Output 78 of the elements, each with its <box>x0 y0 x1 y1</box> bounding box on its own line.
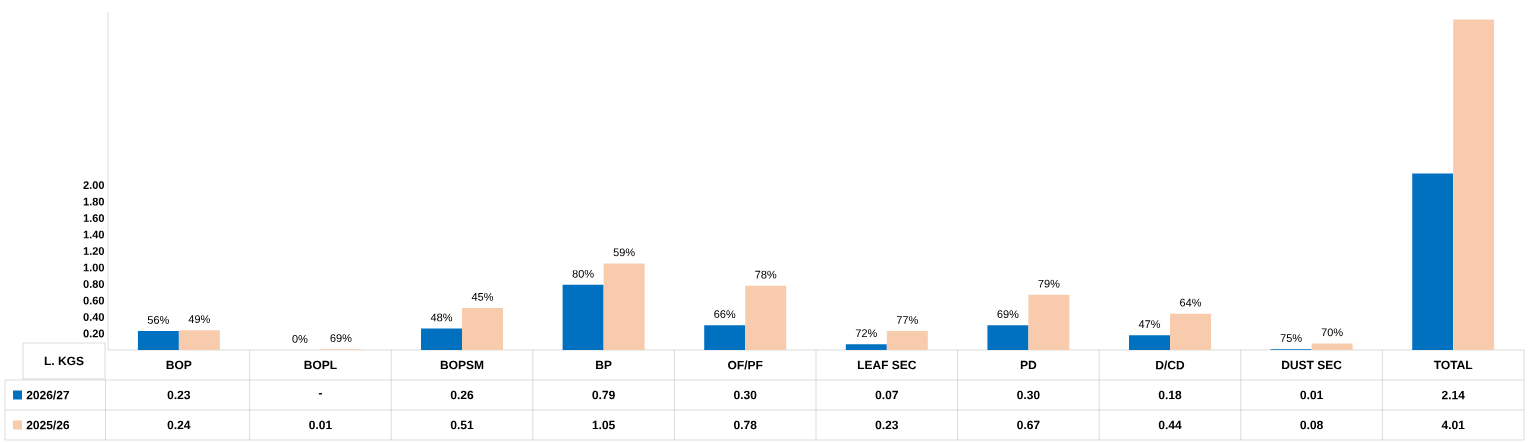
annotation: 47% <box>1138 320 1161 328</box>
y-tick-label: 1.20 <box>83 247 105 255</box>
y-tick-label: 0.60 <box>83 296 105 305</box>
bar <box>137 331 179 350</box>
y-tick-label: 1.60 <box>83 214 105 222</box>
data-label: 0.67 <box>1017 420 1040 430</box>
data-label: 0.30 <box>1017 390 1040 400</box>
x-tick-label: DUST SEC <box>1282 360 1342 370</box>
data-label: 0.01 <box>309 420 332 430</box>
y-tick-label: 1.00 <box>83 263 105 272</box>
bar <box>1129 335 1171 350</box>
y-tick-label: 1.80 <box>83 197 105 206</box>
annotation: 78% <box>755 270 777 279</box>
bar <box>421 328 463 350</box>
data-label: 0.23 <box>167 390 191 400</box>
data-label: 0.78 <box>734 420 757 430</box>
x-tick-label: BOP <box>166 360 192 370</box>
x-tick-label: BOPSM <box>440 360 484 370</box>
annotation: 75% <box>1280 334 1302 342</box>
x-tick-label: TOTAL <box>1433 360 1473 370</box>
data-label: 0.44 <box>1158 420 1182 430</box>
x-tick-label: BP <box>596 360 612 370</box>
data-label: 0.01 <box>1300 390 1323 400</box>
x-tick-label: LEAF SEC <box>857 360 917 370</box>
annotation: 79% <box>1038 279 1060 288</box>
legend-label: 2026/27 <box>26 390 70 400</box>
legend-label: 2025/26 <box>26 420 70 430</box>
annotation: 56% <box>147 316 169 324</box>
bar <box>562 284 604 350</box>
bar <box>1028 294 1070 350</box>
data-label: 4.01 <box>1441 420 1465 430</box>
bar <box>886 331 928 350</box>
data-label: 0.18 <box>1158 390 1182 400</box>
x-tick-label: BOPL <box>304 360 337 370</box>
x-tick-label: PD <box>1020 360 1037 370</box>
data-label: 0.08 <box>1300 420 1323 430</box>
data-label: 0.23 <box>875 420 899 430</box>
annotation: 48% <box>430 313 453 322</box>
data-label: 0.30 <box>734 390 757 400</box>
data-label: 0.07 <box>875 390 898 400</box>
bar <box>603 263 645 350</box>
bar <box>987 325 1029 350</box>
y-tick-label: 0.80 <box>83 280 105 288</box>
annotation: 66% <box>714 310 736 319</box>
y-axis-title: L. KGS <box>44 356 84 366</box>
x-tick-label: D/CD <box>1156 360 1185 370</box>
annotation: 80% <box>572 269 594 278</box>
annotation: 69% <box>997 310 1019 319</box>
annotation: 0% <box>292 335 308 343</box>
bar <box>1453 19 1495 350</box>
data-label: - <box>318 393 322 395</box>
bar <box>1311 343 1353 350</box>
x-tick-label: OF/PF <box>728 360 763 370</box>
y-tick-label: 2.00 <box>83 181 105 190</box>
annotation: 69% <box>330 334 352 342</box>
annotation: 70% <box>1321 328 1343 337</box>
annotation: 59% <box>613 248 635 257</box>
annotation: 77% <box>896 316 918 324</box>
bar <box>178 330 220 350</box>
data-label: 2.14 <box>1441 390 1465 400</box>
data-label: 1.05 <box>592 420 615 430</box>
bar <box>1170 313 1212 350</box>
bar <box>745 285 787 350</box>
bar <box>1412 173 1454 350</box>
annotation: 45% <box>471 293 494 301</box>
bar <box>462 307 504 350</box>
y-tick-label: 1.40 <box>83 230 105 239</box>
data-label: 0.24 <box>167 420 191 430</box>
annotation: 72% <box>855 329 877 338</box>
y-tick-label: 0.20 <box>83 329 105 338</box>
y-tick-label: 0.40 <box>83 313 105 321</box>
annotation: 64% <box>1180 298 1202 307</box>
data-label: 0.79 <box>592 390 615 400</box>
data-label: 0.26 <box>450 390 474 400</box>
bar <box>845 344 887 350</box>
bar <box>704 325 746 350</box>
data-label: 0.51 <box>450 420 474 430</box>
annotation: 49% <box>188 315 210 323</box>
